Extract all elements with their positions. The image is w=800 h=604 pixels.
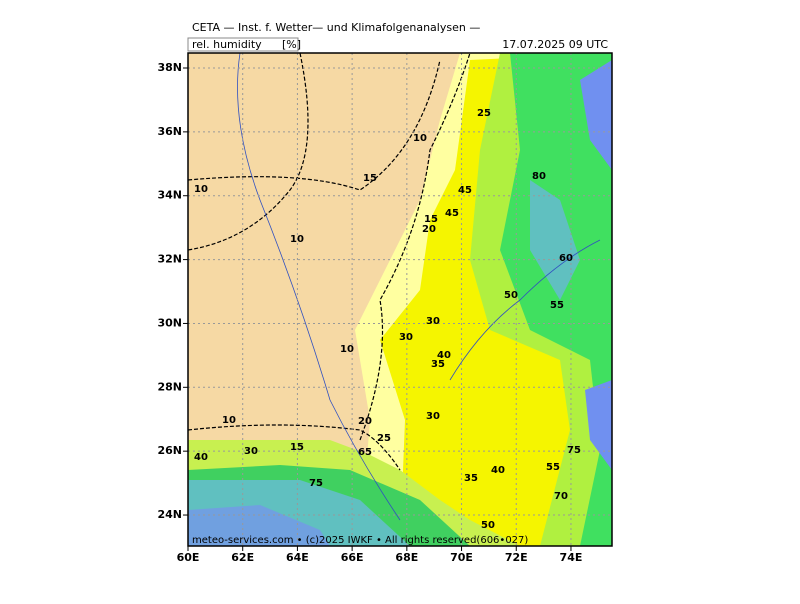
contour-label: 30: [426, 411, 440, 422]
contour-label: 10: [340, 344, 354, 355]
contour-label: 30: [244, 446, 258, 457]
lon-tick-label: 74E: [560, 551, 583, 564]
lon-tick-label: 64E: [286, 551, 309, 564]
contour-label: 15: [363, 173, 377, 184]
contour-label: 45: [458, 185, 472, 196]
lon-tick-label: 72E: [505, 551, 528, 564]
contour-label: 35: [464, 473, 478, 484]
lat-tick-label: 30N: [157, 316, 182, 329]
contour-label: 25: [477, 108, 491, 119]
contour-labels: 1010101010151515202025253030303035354040…: [194, 108, 581, 531]
contour-label: 80: [532, 171, 546, 182]
contour-label: 50: [481, 520, 495, 531]
contour-label: 65: [358, 447, 372, 458]
variable: rel. humidity: [192, 38, 262, 51]
lat-tick-label: 36N: [157, 125, 182, 138]
contour-label: 10: [290, 234, 304, 245]
contour-label: 20: [422, 224, 436, 235]
lon-tick-label: 62E: [231, 551, 254, 564]
datetime: 17.07.2025 09 UTC: [502, 38, 608, 51]
contour-label: 75: [567, 445, 581, 456]
contour-label: 60: [559, 253, 573, 264]
lon-tick-label: 60E: [177, 551, 200, 564]
lat-tick-label: 28N: [157, 380, 182, 393]
contour-label: 40: [491, 465, 505, 476]
lon-tick-label: 70E: [450, 551, 473, 564]
contour-label: 35: [431, 359, 445, 370]
contour-label: 15: [424, 214, 438, 225]
map-frame: [187, 52, 613, 547]
contour-label: 55: [550, 300, 564, 311]
title: CETA — Inst. f. Wetter— und Klimafolgena…: [192, 21, 480, 34]
lat-tick-label: 34N: [157, 189, 182, 202]
lon-tick-label: 68E: [395, 551, 418, 564]
humidity-field: [188, 53, 612, 546]
contour-label: 15: [290, 442, 304, 453]
contour-label: 10: [194, 184, 208, 195]
contour-label: 50: [504, 290, 518, 301]
lat-tick-label: 26N: [157, 444, 182, 457]
unit: [%]: [282, 38, 301, 51]
lat-tick-label: 32N: [157, 253, 182, 266]
contour-label: 20: [358, 416, 372, 427]
contour-label: 75: [309, 478, 323, 489]
contour-label: 45: [445, 208, 459, 219]
lat-tick-label: 24N: [157, 508, 182, 521]
contour-label: 10: [222, 415, 236, 426]
contour-label: 40: [437, 350, 451, 361]
contour-label: 70: [554, 491, 568, 502]
graticule: 60E 62E 64E 66E 68E 70E 72E 74E 24N 26N 28N 30N 32N 3…: [157, 53, 612, 564]
contour-label: 10: [413, 133, 427, 144]
lat-tick-label: 38N: [157, 61, 182, 74]
contour-label: 30: [426, 316, 440, 327]
contour-label: 40: [194, 452, 208, 463]
variable-box: [187, 37, 299, 52]
lon-tick-label: 66E: [341, 551, 364, 564]
contour-label: 25: [377, 433, 391, 444]
contour-label: 55: [546, 462, 560, 473]
footer: meteo-services.com • (c)2025 IWKF • All …: [192, 535, 528, 546]
contour-label: 30: [399, 332, 413, 343]
